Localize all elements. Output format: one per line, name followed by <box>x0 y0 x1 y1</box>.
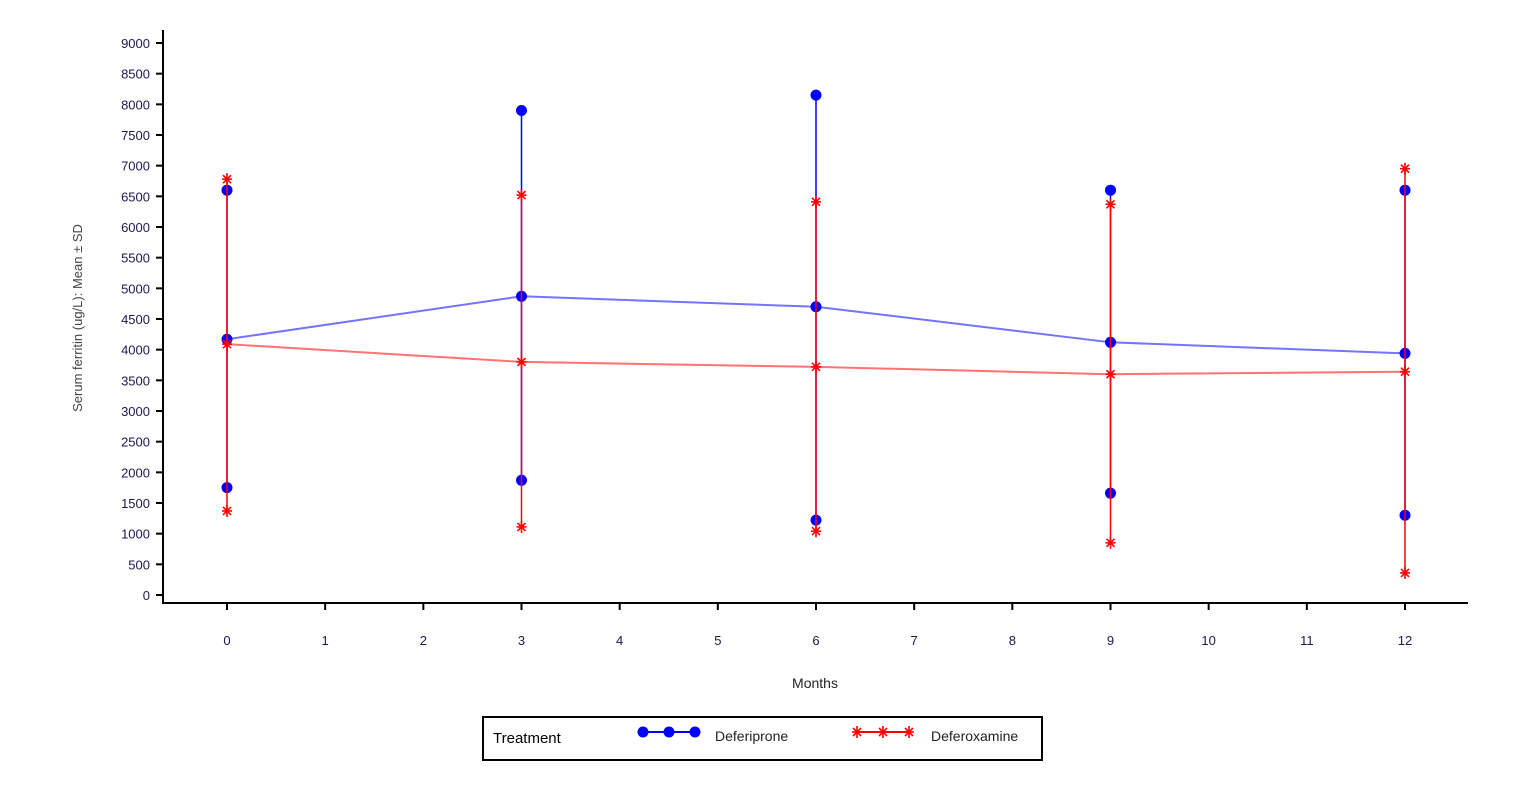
x-tick-label: 0 <box>223 633 230 648</box>
asterisk-stroke <box>222 506 232 516</box>
legend-marker <box>904 726 914 738</box>
asterisk-stroke <box>852 727 862 737</box>
legend: Treatment Deferiprone Deferoxamine <box>482 716 1043 761</box>
upper-sd-point <box>1400 162 1410 175</box>
lower-sd-point <box>516 520 527 533</box>
y-tick-label: 8500 <box>121 67 150 82</box>
mean-point <box>811 360 821 373</box>
y-tick-label: 1500 <box>121 496 150 511</box>
asterisk-stroke <box>516 522 527 532</box>
axes: 0 500 1000 1500 2000 2500 3000 3500 4000 4500 5000… <box>121 30 1468 648</box>
y-tick-label: 8000 <box>121 97 150 112</box>
asterisk-stroke <box>878 727 888 737</box>
x-tick-label: 8 <box>1009 633 1016 648</box>
asterisk-stroke <box>222 174 232 184</box>
y-tick-label: 0 <box>143 588 150 603</box>
asterisk-stroke <box>811 197 821 207</box>
y-tick-label: 1000 <box>121 527 150 542</box>
x-axis-label: Months <box>792 675 838 691</box>
asterisk-stroke <box>1105 369 1116 379</box>
asterisk-stroke <box>1105 538 1116 548</box>
y-tick-label: 500 <box>128 557 150 572</box>
y-tick-label: 7500 <box>121 128 150 143</box>
mean-point <box>516 355 527 368</box>
marks <box>221 89 1411 579</box>
asterisk-stroke <box>811 362 821 372</box>
x-tick-label: 1 <box>322 633 329 648</box>
lower-sd-point <box>222 504 232 517</box>
x-tick-label: 5 <box>714 633 721 648</box>
series-deferoxamine <box>222 162 1410 579</box>
upper-sd-point <box>516 104 527 116</box>
asterisk-stroke <box>516 357 527 367</box>
mean-point <box>222 338 232 351</box>
y-tick-label: 3500 <box>121 373 150 388</box>
y-tick-label: 2500 <box>121 435 150 450</box>
x-tick-label: 7 <box>911 633 918 648</box>
x-tick-label: 9 <box>1107 633 1114 648</box>
upper-sd-point <box>810 89 822 101</box>
asterisk-stroke <box>222 339 232 349</box>
legend-item-deferoxamine: Deferoxamine <box>852 726 1018 744</box>
lower-sd-point <box>1105 536 1116 549</box>
x-tick-label: 10 <box>1201 633 1215 648</box>
legend-marker <box>663 726 675 738</box>
x-tick-label: 2 <box>420 633 427 648</box>
lower-sd-point <box>811 525 821 538</box>
asterisk-stroke <box>811 526 821 536</box>
y-tick-label: 7000 <box>121 159 150 174</box>
lower-sd-point <box>1400 566 1410 579</box>
y-tick-label: 6000 <box>121 220 150 235</box>
asterisk-stroke <box>904 727 914 737</box>
y-tick-label: 4000 <box>121 343 150 358</box>
legend-marker <box>878 726 888 738</box>
x-tick-label: 4 <box>616 633 623 648</box>
asterisk-stroke <box>1400 367 1410 377</box>
y-tick-label: 5000 <box>121 281 150 296</box>
y-tick-label: 9000 <box>121 36 150 51</box>
y-tick-label: 5500 <box>121 251 150 266</box>
legend-label: Deferoxamine <box>931 728 1018 744</box>
upper-sd-point <box>811 195 821 208</box>
mean-point <box>1400 365 1410 378</box>
legend-marker <box>852 726 862 738</box>
legend-label: Deferiprone <box>715 728 788 744</box>
legend-title: Treatment <box>493 730 562 747</box>
legend-marker <box>637 726 649 738</box>
asterisk-stroke <box>516 190 527 200</box>
y-tick-label: 3000 <box>121 404 150 419</box>
legend-box <box>482 716 1043 761</box>
upper-sd-point <box>1105 198 1116 211</box>
y-tick-label: 4500 <box>121 312 150 327</box>
y-tick-label: 6500 <box>121 189 150 204</box>
mean-point <box>1105 368 1116 381</box>
asterisk-stroke <box>1105 199 1116 209</box>
x-tick-label: 12 <box>1398 633 1412 648</box>
legend-marker <box>689 726 701 738</box>
asterisk-stroke <box>1400 568 1410 578</box>
x-tick-label: 6 <box>812 633 819 648</box>
legend-item-deferiprone: Deferiprone <box>637 726 788 744</box>
asterisk-stroke <box>1400 164 1410 174</box>
y-tick-label: 2000 <box>121 465 150 480</box>
x-tick-label: 3 <box>518 633 525 648</box>
upper-sd-point <box>222 173 232 186</box>
upper-sd-point <box>1105 184 1116 196</box>
upper-sd-point <box>516 189 527 202</box>
x-tick-label: 11 <box>1300 633 1314 648</box>
y-axis-label: Serum ferritin (ug/L): Mean ± SD <box>70 224 85 412</box>
